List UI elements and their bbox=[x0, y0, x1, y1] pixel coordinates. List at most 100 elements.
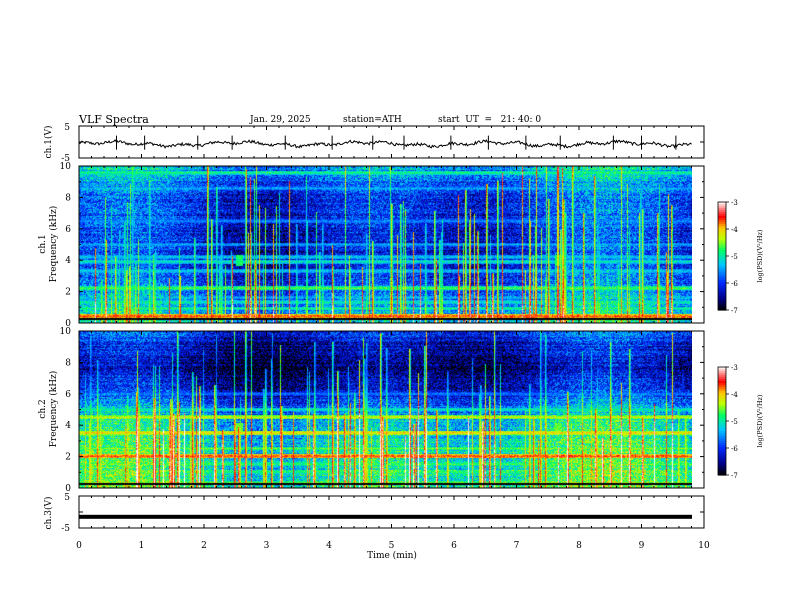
colorbar-cell bbox=[718, 292, 726, 295]
colorbar-cell bbox=[718, 242, 726, 245]
colorbar-cell bbox=[718, 240, 726, 243]
ch1-spectrogram-ticks bbox=[78, 165, 705, 324]
colorbar-cell bbox=[718, 473, 726, 476]
colorbar-cell bbox=[718, 445, 726, 448]
colorbar-label: log(PSD)(V²/Hz) bbox=[756, 229, 764, 282]
colorbar-cell bbox=[718, 230, 726, 233]
colorbar-cell bbox=[718, 371, 726, 374]
colorbar-cell bbox=[718, 387, 726, 390]
colorbar-tick-label: -7 bbox=[731, 472, 738, 480]
date-label: Jan. 29, 2025 bbox=[250, 115, 311, 125]
colorbar-cell bbox=[718, 258, 726, 261]
colorbar-cell bbox=[718, 210, 726, 213]
colorbar-cell bbox=[718, 256, 726, 259]
colorbar-cell bbox=[718, 401, 726, 404]
colorbar-cell bbox=[718, 214, 726, 217]
colorbar-tick-label: -3 bbox=[731, 364, 738, 372]
colorbar-cell bbox=[718, 274, 726, 277]
frequency-tick-label: 2 bbox=[65, 288, 71, 298]
colorbar-tick-label: -4 bbox=[731, 391, 738, 399]
colorbar-cell bbox=[718, 262, 726, 265]
frequency-tick-label: 6 bbox=[65, 225, 71, 235]
colorbar-cell bbox=[718, 437, 726, 440]
ch3-waveform-ticks bbox=[78, 495, 705, 529]
colorbar-cell bbox=[718, 238, 726, 241]
colorbar-tick-label: -6 bbox=[731, 280, 738, 288]
colorbar-cell bbox=[718, 447, 726, 450]
ch2-spectrogram-panel: 0 2 4 6 8 10 ch.2 Frequency (kHz) -3 -4 -5 -6 -7 l… bbox=[38, 327, 764, 494]
colorbar-cell bbox=[718, 290, 726, 293]
colorbar-cell bbox=[718, 248, 726, 251]
colorbar-cell bbox=[718, 443, 726, 446]
ch1-channel-label: ch.1 bbox=[38, 234, 48, 253]
colorbar-cell bbox=[718, 397, 726, 400]
colorbar-cell bbox=[718, 272, 726, 275]
frequency-tick-label: 8 bbox=[65, 358, 71, 368]
colorbar-cell bbox=[718, 224, 726, 227]
ch1-waveform-panel: 5 -5 ch.1(V) bbox=[43, 123, 705, 164]
colorbar-cell bbox=[718, 399, 726, 402]
ch2-colorbar: -3 -4 -5 -6 -7 log(PSD)(V²/Hz) bbox=[717, 364, 764, 480]
colorbar-cell bbox=[718, 391, 726, 394]
time-tick-label: 5 bbox=[389, 541, 395, 551]
colorbar-cell bbox=[718, 228, 726, 231]
colorbar-cell bbox=[718, 220, 726, 223]
colorbar-cell bbox=[718, 288, 726, 291]
time-tick-label: 7 bbox=[514, 541, 520, 551]
ch3-waveform-line bbox=[79, 514, 692, 519]
colorbar-cell bbox=[718, 449, 726, 452]
colorbar-tick-label: -6 bbox=[731, 445, 738, 453]
ch1-ytick-top: 5 bbox=[64, 123, 70, 133]
ch1-waveform-spikes bbox=[116, 135, 677, 150]
ch1-colorbar: -3 -4 -5 -6 -7 log(PSD)(V²/Hz) bbox=[717, 199, 764, 315]
colorbar-cell bbox=[718, 413, 726, 416]
colorbar-cell bbox=[718, 282, 726, 285]
colorbar-cell bbox=[718, 232, 726, 235]
colorbar-cell bbox=[718, 304, 726, 307]
colorbar-label: log(PSD)(V²/Hz) bbox=[756, 394, 764, 447]
time-tick-label: 3 bbox=[264, 541, 270, 551]
ch2-spectrogram-image bbox=[79, 331, 692, 488]
colorbar-cell bbox=[718, 367, 726, 370]
colorbar-cell bbox=[718, 439, 726, 442]
colorbar-cell bbox=[718, 409, 726, 412]
frequency-tick-label: 0 bbox=[65, 319, 71, 329]
colorbar-cell bbox=[718, 423, 726, 426]
colorbar-cell bbox=[718, 373, 726, 376]
colorbar-cell bbox=[718, 202, 726, 205]
ch3-waveform-frame bbox=[78, 495, 705, 529]
colorbar-cell bbox=[718, 435, 726, 438]
colorbar-cell bbox=[718, 433, 726, 436]
colorbar-cell bbox=[718, 298, 726, 301]
colorbar-cell bbox=[718, 286, 726, 289]
colorbar-cell bbox=[718, 407, 726, 410]
ch3-ylabel: ch.3(V) bbox=[43, 497, 54, 530]
colorbar-cell bbox=[718, 421, 726, 424]
colorbar-cell bbox=[718, 425, 726, 428]
ch3-ytick-bottom: -5 bbox=[61, 524, 70, 534]
ch2-frequency-ylabel: Frequency (kHz) bbox=[48, 371, 59, 448]
colorbar-tick-label: -5 bbox=[731, 418, 738, 426]
time-tick-label: 1 bbox=[139, 541, 145, 551]
frequency-tick-label: 4 bbox=[65, 421, 71, 431]
colorbar-cell bbox=[718, 276, 726, 279]
station-label: station=ATH bbox=[343, 115, 402, 125]
ch3-ytick-top: 5 bbox=[64, 493, 70, 503]
colorbar-cell bbox=[718, 467, 726, 470]
colorbar-cell bbox=[718, 306, 726, 309]
colorbar-cell bbox=[718, 268, 726, 271]
colorbar-cell bbox=[718, 459, 726, 462]
colorbar-cell bbox=[718, 451, 726, 454]
ch1-waveform-ticks bbox=[78, 125, 705, 159]
ch1-frequency-tick-labels: 0 2 4 6 8 10 bbox=[60, 162, 72, 329]
colorbar-cell bbox=[718, 266, 726, 269]
colorbar-tick-label: -7 bbox=[731, 307, 738, 315]
colorbar-tick-label: -5 bbox=[731, 253, 738, 261]
time-tick-label: 2 bbox=[201, 541, 207, 551]
time-tick-labels: 0 1 2 3 4 5 6 7 8 9 10 bbox=[76, 541, 710, 551]
colorbar-cell bbox=[718, 465, 726, 468]
colorbar-cell bbox=[718, 278, 726, 281]
colorbar-cell bbox=[718, 431, 726, 434]
colorbar-cell bbox=[718, 212, 726, 215]
